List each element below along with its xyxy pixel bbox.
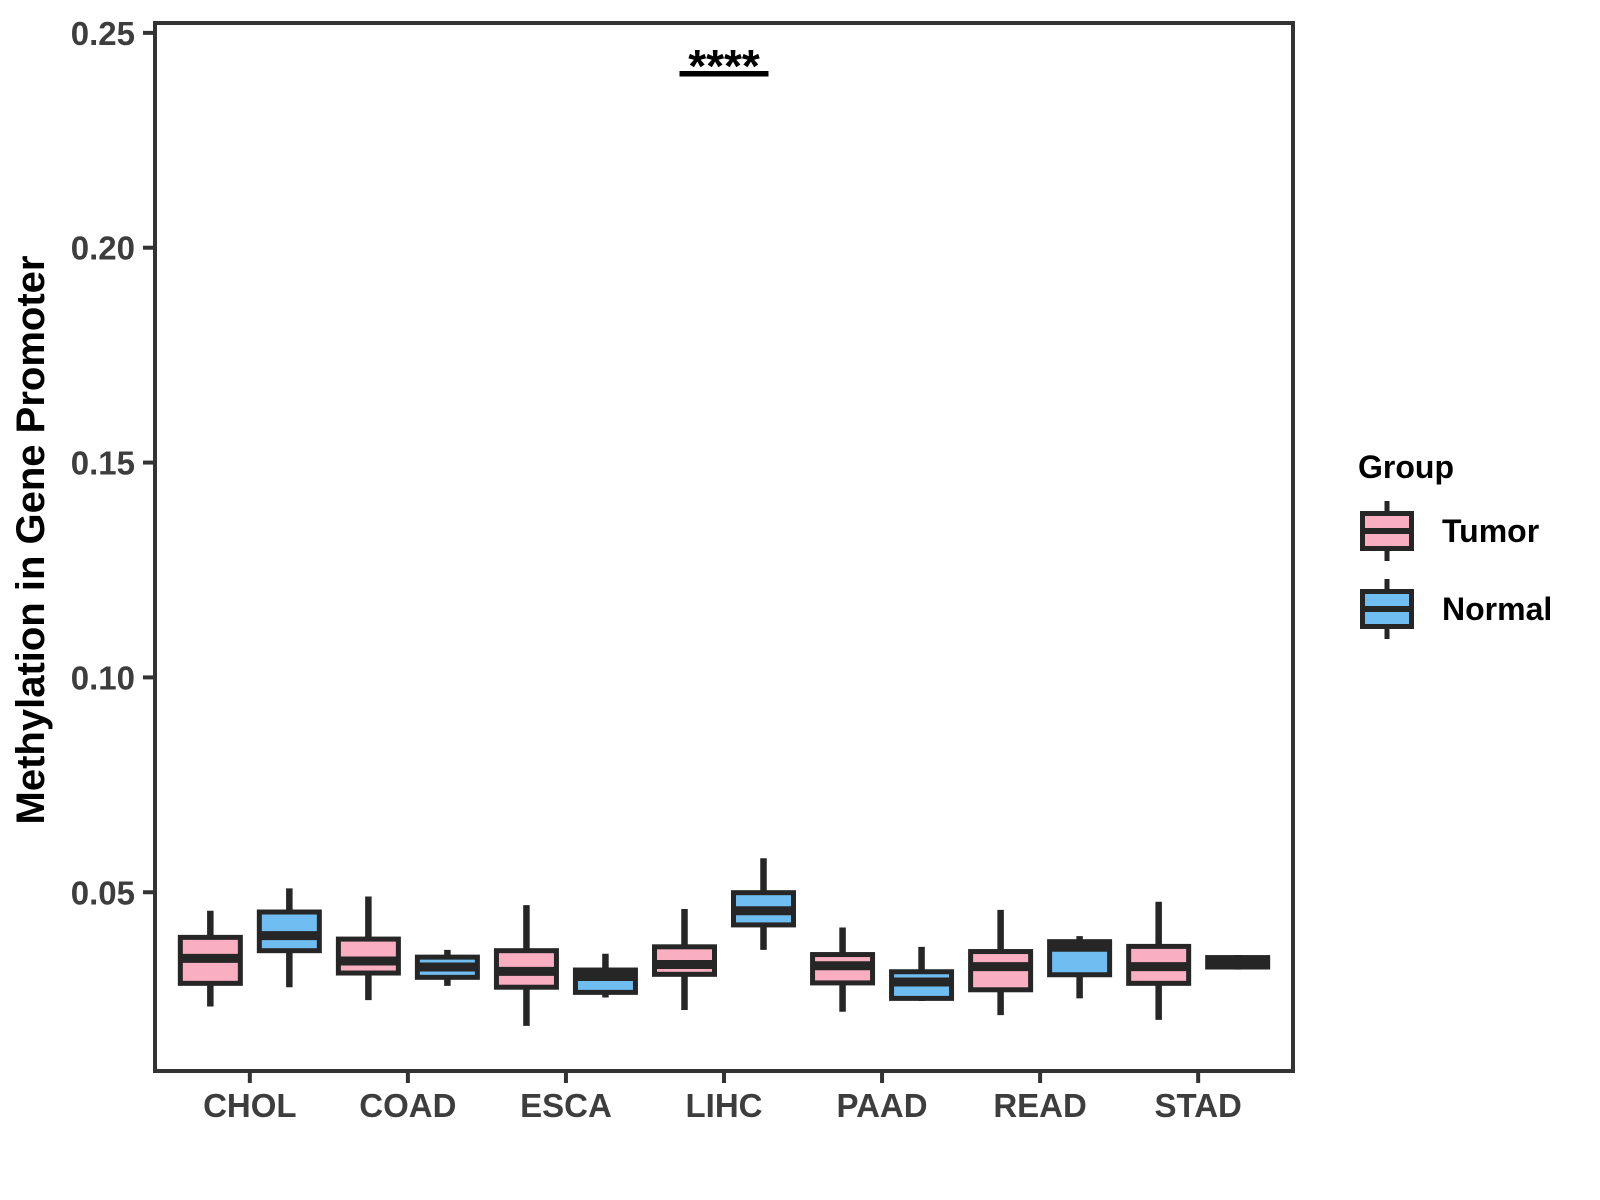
legend-label-tumor: Tumor (1442, 512, 1540, 549)
x-tick-label: PAAD (837, 1087, 928, 1124)
legend-label-normal: Normal (1442, 590, 1553, 627)
legend-title: Group (1358, 449, 1454, 485)
tumor-box-COAD (335, 936, 401, 976)
significance-bar (679, 71, 769, 77)
legend: Group Tumor Normal (1358, 448, 1598, 642)
normal-boxplot-swatch-icon (1360, 579, 1414, 639)
significance-label: **** (688, 40, 760, 92)
x-tick-label: STAD (1154, 1087, 1241, 1124)
y-tick-label: 0.25 (71, 15, 135, 52)
y-axis-title: Methylation in Gene Promoter (9, 255, 53, 825)
y-tick-label: 0.20 (71, 230, 135, 267)
x-tick-label: LIHC (686, 1087, 763, 1124)
x-tick-label: CHOL (203, 1087, 297, 1124)
x-tick-label: READ (993, 1087, 1087, 1124)
x-tick-label: ESCA (520, 1087, 612, 1124)
y-tick-label: 0.15 (71, 445, 135, 482)
legend-item-normal: Normal (1358, 576, 1598, 642)
panel-border (153, 21, 1295, 1073)
panel-background (155, 23, 1293, 1071)
y-tick-label: 0.05 (71, 874, 135, 911)
x-tick-label: COAD (359, 1087, 456, 1124)
legend-item-tumor: Tumor (1358, 498, 1598, 564)
tumor-boxplot-swatch-icon (1360, 501, 1414, 561)
y-tick-label: 0.10 (71, 659, 135, 696)
